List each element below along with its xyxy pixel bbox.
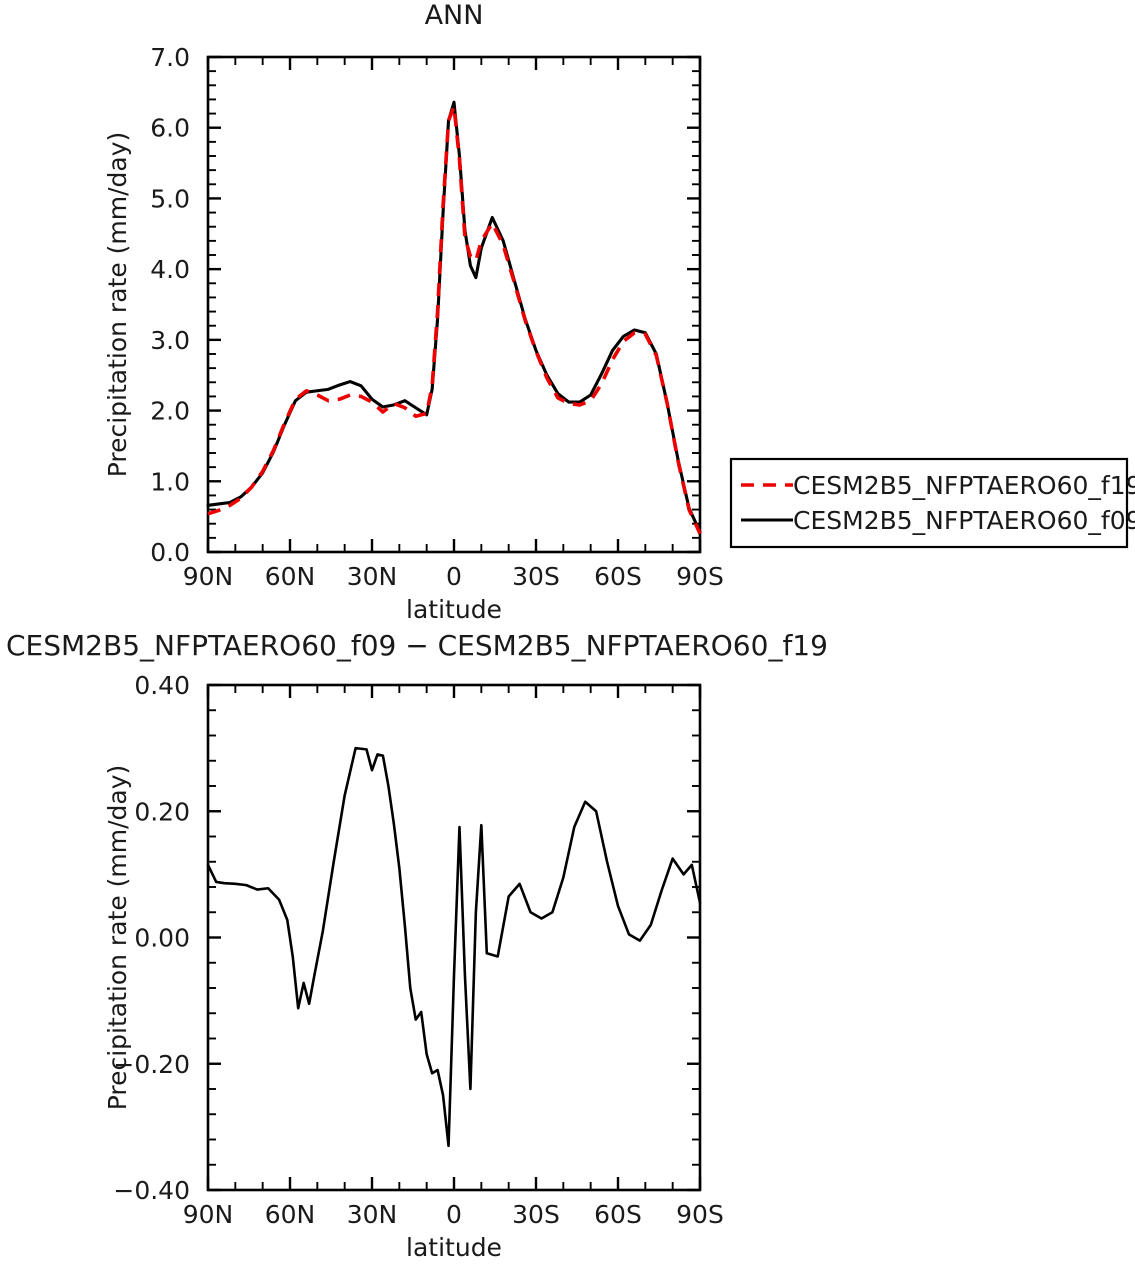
series-line-f09-minus-f19 [206, 746, 702, 1148]
x-tick-label: 60N [265, 562, 316, 591]
y-tick-label: 7.0 [150, 43, 190, 72]
x-tick-label: 30N [347, 562, 398, 591]
y-tick-label: 5.0 [150, 184, 190, 213]
x-axis-title: latitude [406, 1233, 502, 1262]
legend-entry[interactable]: CESM2B5_NFPTAERO60_f19 [741, 471, 1135, 500]
x-tick-label: 30S [512, 562, 560, 591]
legend: CESM2B5_NFPTAERO60_f19 CESM2B5_NFPTAERO60… [729, 457, 1135, 549]
y-tick-label: 0.20 [134, 797, 190, 826]
y-axis-title: Precipitation rate (mm/day) [103, 765, 132, 1111]
x-tick-label: 90S [676, 1200, 724, 1229]
y-tick-label: 0.40 [134, 671, 190, 700]
y-tick-label: 3.0 [150, 326, 190, 355]
y-tick-label: 4.0 [150, 255, 190, 284]
y-axis-title: Precipitation rate (mm/day) [103, 132, 132, 478]
x-tick-label: 60S [594, 562, 642, 591]
x-tick-label: 0 [446, 562, 462, 591]
x-tick-label: 90S [676, 562, 724, 591]
series-line-cesm2b5-nfptaero60-f19 [207, 104, 702, 535]
y-tick-label: 2.0 [150, 397, 190, 426]
y-tick-label: 1.0 [150, 467, 190, 496]
top-panel-title: ANN [425, 0, 484, 31]
difference-panel-title: CESM2B5_NFPTAERO60_f09 − CESM2B5_NFPTAER… [6, 629, 828, 662]
plot-frame [206, 55, 702, 554]
y-tick-label: −0.40 [113, 1176, 190, 1205]
plot-frame [206, 683, 702, 1192]
series-line-cesm2b5-nfptaero60-f09 [206, 100, 702, 534]
legend-entry-label: CESM2B5_NFPTAERO60_f19 [793, 471, 1135, 500]
x-tick-label: 60S [594, 1200, 642, 1229]
x-tick-label: 60N [265, 1200, 316, 1229]
y-tick-label: −0.20 [113, 1050, 190, 1079]
x-tick-label: 30N [347, 1200, 398, 1229]
legend-entry[interactable]: CESM2B5_NFPTAERO60_f09 [741, 506, 1135, 535]
x-tick-label: 0 [446, 1200, 462, 1229]
y-tick-label: 0.00 [134, 924, 190, 953]
x-axis-title: latitude [406, 595, 502, 624]
x-tick-label: 90N [183, 1200, 234, 1229]
x-tick-label: 30S [512, 1200, 560, 1229]
legend-entry-label: CESM2B5_NFPTAERO60_f09 [793, 506, 1135, 535]
x-tick-label: 90N [183, 562, 234, 591]
y-tick-label: 6.0 [150, 114, 190, 143]
y-tick-label: 0.0 [150, 538, 190, 567]
legend-box [729, 457, 1129, 549]
